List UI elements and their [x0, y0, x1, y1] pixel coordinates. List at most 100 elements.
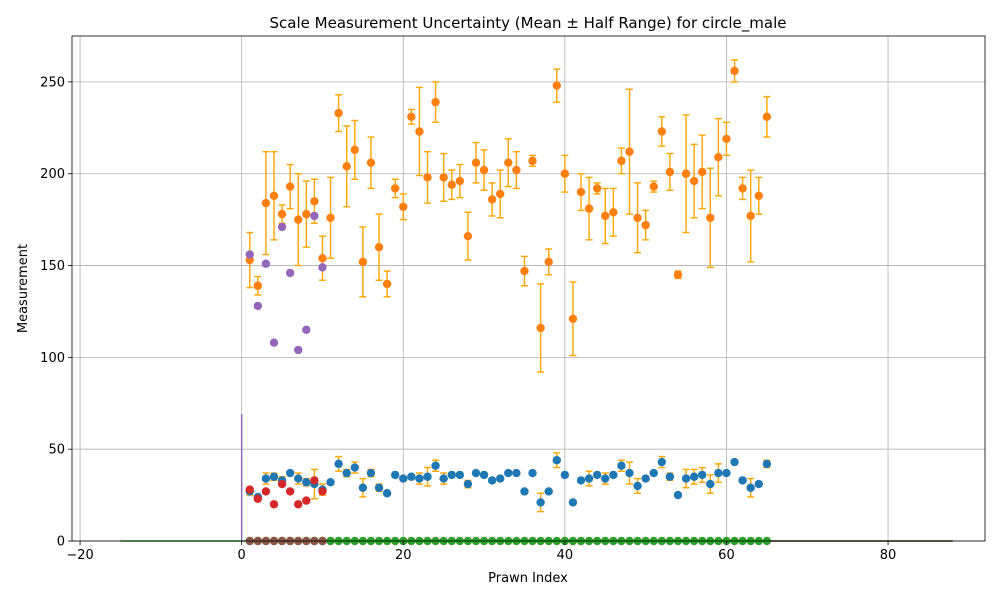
y-axis-label: Measurement	[16, 244, 31, 333]
data-point	[358, 483, 368, 492]
data-point	[439, 173, 448, 182]
data-point	[592, 184, 602, 193]
data-point	[294, 345, 303, 355]
data-point	[504, 468, 513, 478]
x-axis-label: Prawn Index	[488, 571, 568, 586]
data-point	[431, 97, 440, 107]
data-point	[261, 487, 271, 496]
data-point	[609, 208, 618, 217]
data-point	[310, 197, 319, 206]
y-axis-ticks: 0 50 100 150 200 250	[40, 75, 72, 550]
data-point	[285, 468, 295, 478]
data-point	[746, 483, 755, 492]
data-point	[302, 496, 311, 505]
data-point	[285, 268, 295, 278]
data-point	[576, 476, 586, 485]
data-marks	[245, 59, 772, 546]
data-point	[269, 338, 279, 347]
y-tick-label: 200	[40, 167, 65, 182]
data-point	[479, 165, 489, 175]
data-point	[350, 145, 359, 155]
data-point	[609, 470, 618, 480]
data-point	[568, 498, 578, 507]
data-point	[382, 279, 392, 289]
data-point	[302, 209, 311, 219]
data-point	[245, 250, 254, 259]
data-point	[698, 470, 707, 480]
data-point	[382, 489, 392, 498]
data-point	[641, 220, 650, 230]
data-point	[423, 173, 432, 182]
data-point	[730, 66, 739, 76]
data-point	[350, 463, 359, 472]
data-point	[415, 474, 424, 483]
data-point	[390, 470, 400, 480]
data-point	[318, 254, 327, 263]
data-point	[374, 483, 384, 492]
data-point	[617, 156, 626, 166]
x-tick-label: 0	[238, 548, 246, 563]
x-tick-label: 80	[880, 548, 897, 563]
data-point	[584, 204, 594, 213]
data-point	[261, 474, 271, 483]
data-point	[698, 167, 707, 177]
x-tick-label: 20	[395, 548, 412, 563]
data-point	[269, 472, 279, 481]
data-point	[673, 490, 683, 500]
data-point	[528, 468, 537, 478]
data-point	[746, 211, 755, 221]
data-point	[633, 213, 642, 222]
data-point	[504, 158, 513, 167]
data-point	[706, 213, 715, 222]
data-point	[544, 257, 553, 267]
data-point	[762, 112, 772, 122]
plot-frame	[71, 35, 986, 542]
data-point	[310, 476, 319, 485]
data-point	[754, 479, 763, 489]
data-point	[463, 231, 473, 241]
data-point	[366, 158, 376, 167]
data-point	[512, 468, 521, 478]
data-point	[294, 500, 303, 509]
data-point	[358, 257, 368, 267]
x-tick-label: 40	[557, 548, 574, 563]
data-point	[407, 112, 416, 122]
data-point	[512, 165, 521, 175]
data-point	[625, 468, 634, 478]
data-point	[455, 470, 465, 480]
data-point	[399, 202, 408, 211]
data-point	[689, 176, 699, 186]
data-point	[269, 191, 279, 200]
data-point	[568, 314, 578, 323]
data-point	[285, 182, 295, 191]
data-point	[253, 281, 263, 290]
data-point	[665, 167, 675, 177]
data-point	[302, 325, 311, 335]
data-point	[342, 468, 351, 478]
data-point	[584, 474, 594, 483]
data-point	[552, 81, 561, 90]
data-point	[463, 479, 473, 489]
data-point	[738, 184, 747, 193]
data-point	[544, 487, 553, 496]
data-point	[681, 169, 691, 178]
data-point	[269, 500, 279, 509]
data-point	[399, 474, 408, 483]
data-point	[245, 485, 254, 494]
data-point	[447, 470, 456, 480]
data-point	[649, 468, 658, 478]
data-point	[657, 127, 667, 136]
data-point	[665, 472, 675, 481]
data-point	[520, 266, 529, 276]
data-point	[407, 472, 416, 481]
data-point	[294, 215, 303, 224]
data-point	[366, 468, 376, 478]
data-point	[528, 156, 537, 166]
data-point	[253, 494, 263, 503]
data-point	[277, 479, 287, 489]
data-point	[560, 470, 570, 480]
data-point	[536, 498, 545, 507]
data-point	[681, 474, 691, 483]
y-tick-label: 100	[40, 351, 65, 366]
